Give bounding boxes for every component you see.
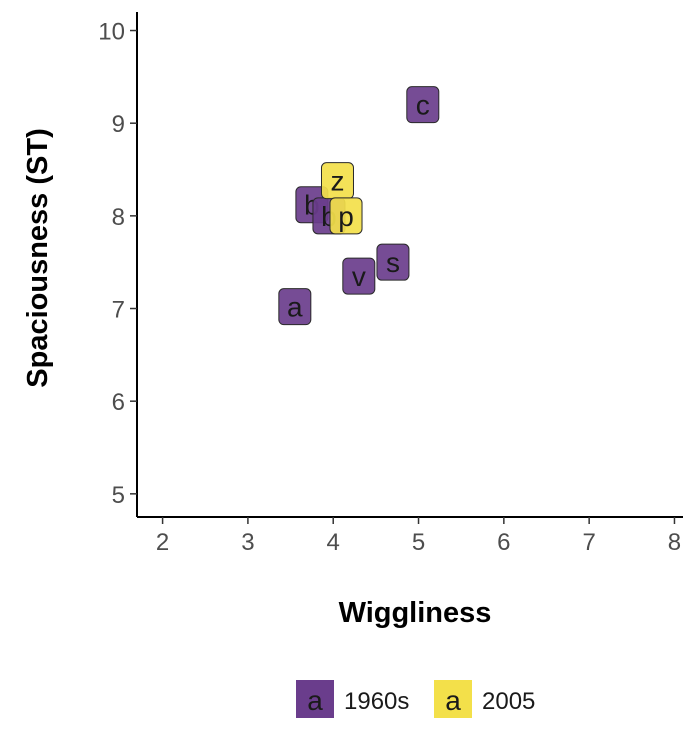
point-marker [406,86,440,124]
point-label: v [352,261,366,292]
x-tick-label: 3 [241,529,254,556]
point-marker [278,288,312,326]
y-tick-label: 9 [112,111,125,138]
legend-key [434,680,472,718]
axes: 2 3 4 5 6 7 8 5 6 7 8 9 10 [98,12,683,556]
legend-key-label: a [445,685,461,716]
point-label: a [287,292,303,323]
data-point-z: z [320,162,354,200]
point-marker [342,257,376,295]
point-label: p [338,201,354,232]
point-marker [329,197,363,235]
point-label: c [416,90,430,121]
point-marker [376,243,410,281]
data-point-c: c [406,86,440,124]
y-tick-label: 7 [112,297,125,324]
legend-label: 2005 [482,688,535,715]
legend-item-1960s: a 1960s [296,680,409,718]
x-tick-label: 4 [327,529,340,556]
data-point-v: v [342,257,376,295]
y-axis-title: Spaciousness (ST) [22,128,54,387]
x-tick-label: 2 [156,529,169,556]
point-label: z [330,166,344,197]
legend-label: 1960s [344,688,409,715]
data-point-s: s [376,243,410,281]
data-point-p: p [329,197,363,235]
y-tick-label: 6 [112,389,125,416]
x-tick-label: 5 [412,529,425,556]
x-tick-label: 8 [668,529,681,556]
legend-key [296,680,334,718]
legend-item-2005: a 2005 [434,680,535,718]
x-tick-label: 7 [582,529,595,556]
x-axis-title: Wiggliness [339,597,492,629]
legend-key-label: a [307,685,323,716]
y-tick-label: 10 [98,19,125,46]
legend: a 1960s a 2005 [296,680,535,718]
data-point-a: a [278,288,312,326]
y-tick-label: 8 [112,204,125,231]
point-label: s [386,247,400,278]
x-tick-label: 6 [497,529,510,556]
y-tick-label: 5 [112,482,125,509]
